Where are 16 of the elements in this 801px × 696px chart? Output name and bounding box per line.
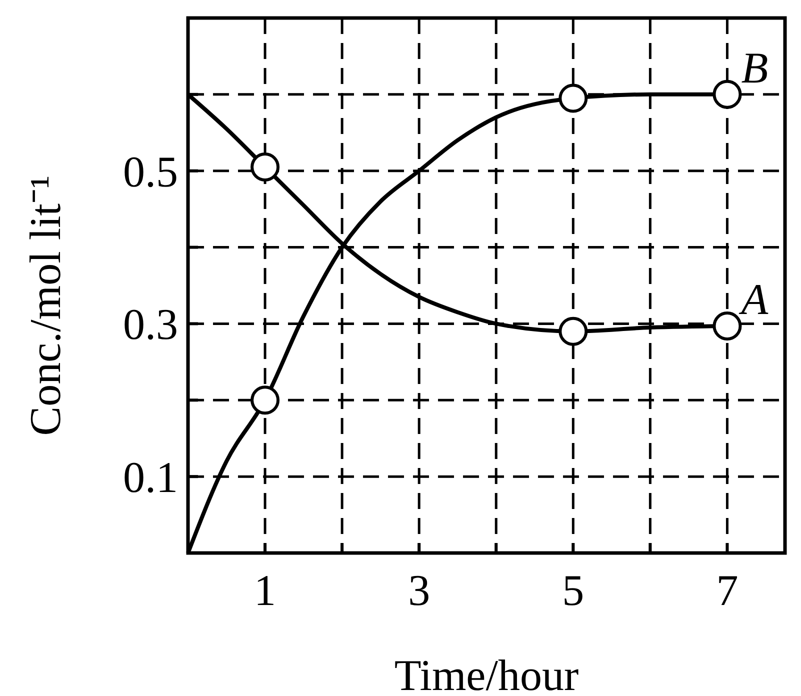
x-tick-label: 3 (408, 566, 430, 615)
x-axis-title: Time/hour (394, 651, 579, 696)
point (558, 316, 588, 346)
y-tick-label: 0.3 (123, 300, 178, 350)
series-label: A (738, 275, 770, 324)
point (250, 152, 280, 182)
point (712, 80, 742, 109)
y-tick-label: 0.5 (123, 147, 178, 196)
y-axis-title: Conc./mol lit⁻¹ (21, 175, 70, 436)
series-label: B (741, 43, 768, 92)
x-tick-label: 7 (716, 566, 738, 615)
point (558, 84, 588, 113)
x-tick-label: 5 (562, 566, 584, 615)
x-tick-label: 1 (254, 566, 276, 615)
y-tick-label: 0.1 (123, 452, 178, 502)
point (250, 386, 280, 415)
